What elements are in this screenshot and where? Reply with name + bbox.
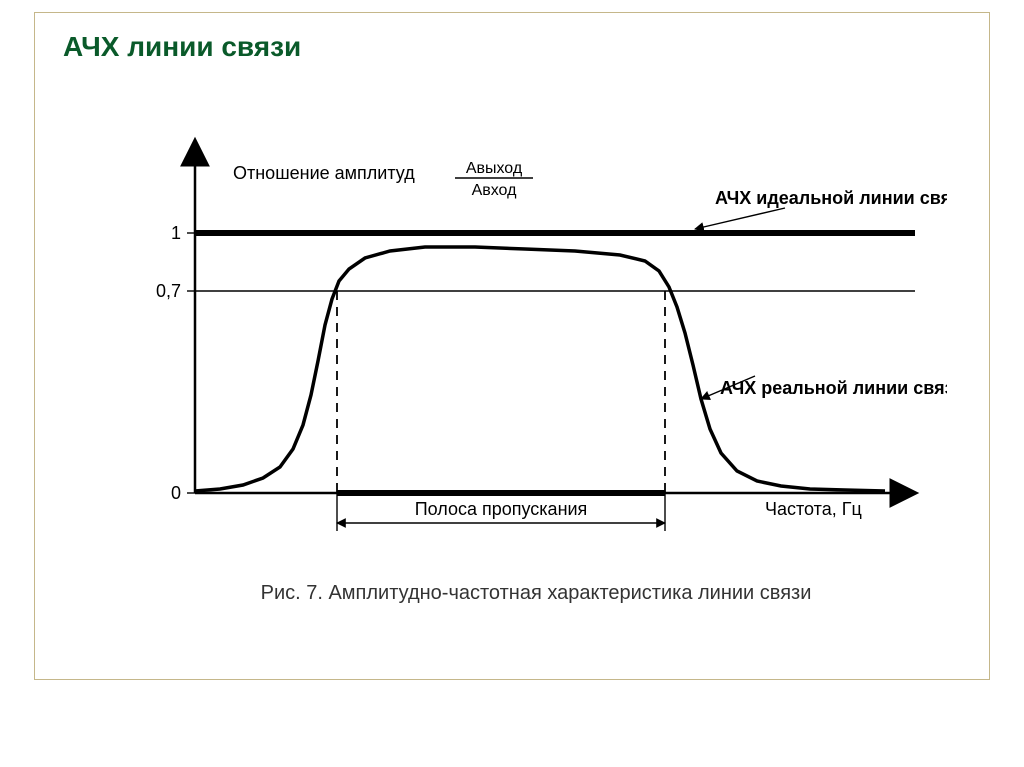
svg-text:АЧХ реальной линии связи: АЧХ реальной линии связи <box>720 378 947 398</box>
svg-text:0: 0 <box>171 483 181 503</box>
diagram-labels: 1 0,7 0 Отношение амплитуд Авыход Авход АЧХ ид… <box>156 160 947 519</box>
figure-caption: Рис. 7. Амплитудно-частотная характерист… <box>125 582 947 605</box>
svg-text:Отношение амплитуд: Отношение амплитуд <box>233 163 415 183</box>
svg-text:0,7: 0,7 <box>156 281 181 301</box>
svg-text:Авход: Авход <box>472 182 518 199</box>
slide-frame: АЧХ линии связи 1 0,7 0 Отношение амплитуд А… <box>34 12 990 680</box>
svg-text:Полоса пропускания: Полоса пропускания <box>415 499 588 519</box>
band-markers <box>337 291 665 531</box>
svg-text:1: 1 <box>171 223 181 243</box>
svg-text:Авыход: Авыход <box>466 160 523 177</box>
slide-title: АЧХ линии связи <box>63 31 301 63</box>
svg-text:АЧХ идеальной линии связи: АЧХ идеальной линии связи <box>715 188 947 208</box>
frequency-response-diagram: 1 0,7 0 Отношение амплитуд Авыход Авход АЧХ ид… <box>125 123 947 563</box>
svg-text:Частота, Гц: Частота, Гц <box>765 499 862 519</box>
response-curve <box>195 247 885 491</box>
figure-wrap: 1 0,7 0 Отношение амплитуд Авыход Авход АЧХ ид… <box>125 123 947 613</box>
reference-lines <box>195 233 915 291</box>
